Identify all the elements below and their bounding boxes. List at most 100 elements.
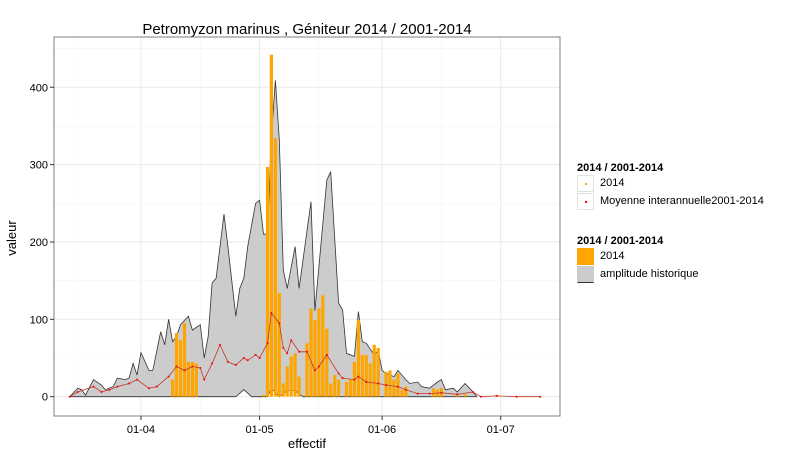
bar-2014 <box>289 356 293 397</box>
mean-point <box>353 378 356 381</box>
x-tick-label: 01-06 <box>368 424 396 436</box>
mean-point <box>357 375 360 378</box>
mean-point <box>175 365 178 368</box>
bar-2014 <box>325 328 329 397</box>
mean-point <box>365 381 368 383</box>
mean-point <box>246 359 249 362</box>
x-tick-label: 01-07 <box>487 424 515 436</box>
bar-2014 <box>372 344 376 397</box>
mean-point <box>108 388 111 391</box>
bar-2014 <box>364 354 368 397</box>
bar-2014 <box>277 293 281 397</box>
mean-point <box>306 350 308 353</box>
bar-2014 <box>313 320 317 397</box>
legend-label: amplitude historique <box>600 268 699 280</box>
bar-2014 <box>171 379 175 397</box>
bar-2014 <box>333 375 337 397</box>
bar-2014 <box>348 379 353 397</box>
mean-point <box>226 360 229 363</box>
legend-entry-2014-point: 2014 <box>577 174 764 192</box>
bar-2014 <box>388 370 392 397</box>
legend-title: 2014 / 2001-2014 <box>577 235 664 247</box>
legend-label: Moyenne interannuelle2001-2014 <box>600 195 764 207</box>
bar-2014 <box>400 389 404 397</box>
amplitude-max-line <box>69 80 478 397</box>
legend-key <box>577 265 594 283</box>
mean-point <box>495 394 498 397</box>
y-tick-label: 300 <box>30 160 48 172</box>
bar-2014 <box>404 386 408 397</box>
plot-panel <box>53 36 561 417</box>
x-tick-label: 01-04 <box>127 424 155 436</box>
bar-2014 <box>392 379 396 397</box>
bar-2014 <box>431 388 436 397</box>
mean-point <box>199 367 202 369</box>
legend-entry-amplitude: amplitude historique <box>577 265 698 283</box>
bar-2014 <box>344 382 349 397</box>
bar-2014 <box>285 366 289 397</box>
bar-2014 <box>463 394 467 397</box>
legend-label: 2014 <box>600 177 625 189</box>
mean-point <box>76 391 79 393</box>
legend-fills: 2014 / 2001-2014 2014 amplitude historiq… <box>577 235 698 283</box>
bar-2014 <box>281 383 285 397</box>
legend-key <box>577 174 594 192</box>
y-axis-label: valeur <box>4 220 19 256</box>
bar-2014 <box>265 166 270 397</box>
bar-2014 <box>273 138 277 397</box>
mean-point <box>456 393 459 396</box>
mean-point <box>377 382 380 385</box>
bar-2014 <box>194 363 198 397</box>
bar-2014 <box>329 383 333 397</box>
mean-point <box>100 391 103 393</box>
mean-point <box>183 369 186 372</box>
mean-point <box>325 353 328 356</box>
mean-point <box>313 369 316 372</box>
mean-point <box>155 385 158 388</box>
panel-border <box>53 36 561 417</box>
bar-2014 <box>297 376 301 397</box>
bar-2014 <box>396 373 400 397</box>
bar-2014 <box>321 295 325 397</box>
mean-point <box>254 353 257 356</box>
bar-2014 <box>305 343 309 397</box>
mean-point <box>341 377 344 380</box>
mean-point <box>234 364 237 366</box>
bar-2014 <box>376 347 380 397</box>
amplitude-area <box>69 80 478 397</box>
mean-point <box>298 350 301 353</box>
bar-2014 <box>261 395 266 397</box>
bar-2014 <box>455 395 459 397</box>
bar-2014 <box>190 361 194 397</box>
y-tick-label: 0 <box>42 392 48 404</box>
bar-2014 <box>337 379 341 397</box>
y-tick-label: 400 <box>30 82 48 94</box>
legend-key <box>577 247 594 265</box>
mean-point <box>116 385 119 388</box>
mean-point <box>147 387 150 390</box>
legend-title: 2014 / 2001-2014 <box>577 162 664 174</box>
mean-point <box>219 343 221 346</box>
bar-2014 <box>293 353 297 397</box>
mean-point <box>286 352 289 355</box>
mean-point <box>337 372 340 375</box>
bar-2014 <box>360 354 364 397</box>
y-tick-label: 200 <box>30 237 48 249</box>
legend-points: 2014 / 2001-2014 2014 Moyenne interannue… <box>577 162 764 210</box>
mean-point <box>515 395 518 398</box>
mean-point <box>242 357 245 359</box>
mean-point <box>167 375 170 378</box>
mean-point <box>68 395 71 398</box>
bar-2014 <box>174 333 179 397</box>
bar-2014 <box>368 363 372 397</box>
bar-2014 <box>186 361 190 397</box>
x-axis-label: effectif <box>288 436 326 451</box>
mean-point <box>136 378 138 381</box>
mean-point <box>191 365 194 368</box>
mean-point <box>428 392 431 395</box>
legend-label: 2014 <box>600 250 625 262</box>
legend-entry-mean: Moyenne interannuelle2001-2014 <box>577 192 764 210</box>
mean-point <box>396 385 399 388</box>
chart-title: Petromyzon marinus , Géniteur 2014 / 200… <box>142 21 471 38</box>
